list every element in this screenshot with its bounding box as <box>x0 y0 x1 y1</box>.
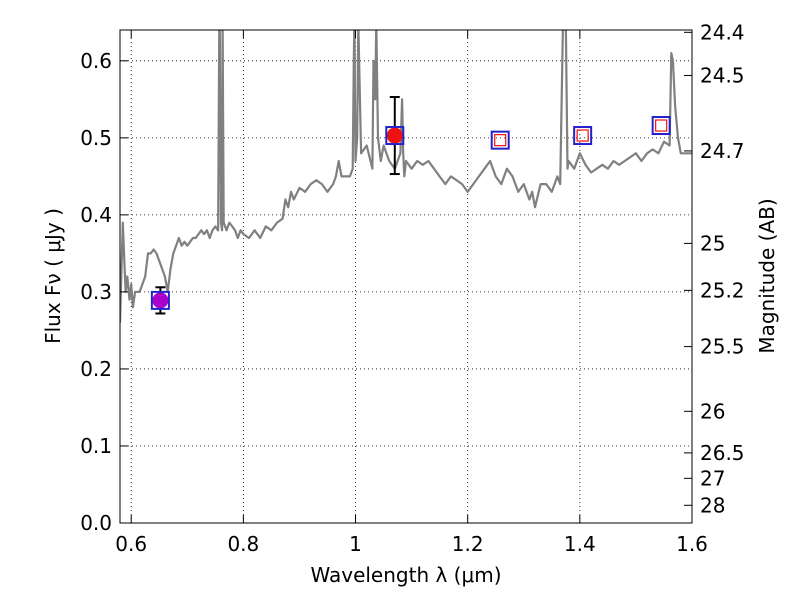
y-tick-label: 0.6 <box>80 49 112 73</box>
mag-tick-label: 25.2 <box>700 278 745 302</box>
mag-tick-label: 24.7 <box>700 139 745 163</box>
model-small-square <box>656 120 667 131</box>
y-axis-label: Flux Fν ( μJy ) <box>41 208 65 344</box>
y-tick-label: 0.0 <box>80 511 112 535</box>
y-tick-label: 0.2 <box>80 357 112 381</box>
x-axis-label: Wavelength λ (μm) <box>310 563 501 587</box>
data-point <box>153 293 168 308</box>
x-tick-label: 0.8 <box>227 532 259 556</box>
spectrum-line <box>120 22 692 322</box>
axis-ticks: 0.6 0.8 1 1.2 1.4 1.6 0.0 0.1 0.2 0.3 0.4 0.5 0.6 24.… <box>80 20 744 556</box>
mag-tick-label: 24.5 <box>700 63 745 87</box>
sed-chart: 0.6 0.8 1 1.2 1.4 1.6 0.0 0.1 0.2 0.3 0.4 0.5 0.6 24.… <box>0 0 800 600</box>
x-tick-label: 1.4 <box>564 532 596 556</box>
mag-tick-label: 25 <box>700 231 725 255</box>
y-tick-label: 0.4 <box>80 203 112 227</box>
mag-tick-label: 26.5 <box>700 441 745 465</box>
mag-tick-label: 24.4 <box>700 20 745 44</box>
mag-tick-label: 26 <box>700 399 725 423</box>
x-tick-label: 0.6 <box>115 532 147 556</box>
model-small-square <box>495 135 506 146</box>
plot-frame <box>120 30 692 523</box>
mag-tick-label: 25.5 <box>700 335 745 359</box>
y-tick-label: 0.5 <box>80 126 112 150</box>
spectrum-layer <box>120 22 692 322</box>
data-point <box>387 128 402 143</box>
x-tick-label: 1.2 <box>452 532 484 556</box>
model-small-square <box>577 130 588 141</box>
photometry-markers <box>152 97 670 313</box>
grid-lines <box>120 30 692 523</box>
y-tick-label: 0.3 <box>80 280 112 304</box>
y-tick-label: 0.1 <box>80 434 112 458</box>
mag-tick-label: 27 <box>700 466 725 490</box>
mag-tick-label: 28 <box>700 493 725 517</box>
y2-axis-label: Magnitude (AB) <box>755 198 779 353</box>
x-tick-label: 1.6 <box>676 532 708 556</box>
x-tick-label: 1 <box>349 532 362 556</box>
